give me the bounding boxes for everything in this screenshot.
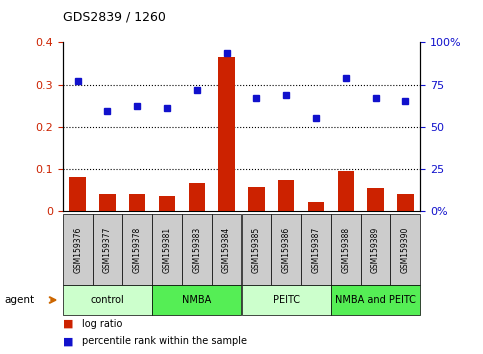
Text: GSM159376: GSM159376 [73,226,82,273]
Bar [122,214,152,285]
Text: GSM159385: GSM159385 [252,227,261,273]
Text: agent: agent [5,295,35,305]
Bar [278,181,294,211]
Text: GSM159381: GSM159381 [163,227,171,273]
Bar [159,196,175,211]
Bar [331,214,361,285]
Bar [271,214,301,285]
Bar [212,214,242,285]
Text: ■: ■ [63,336,73,346]
Bar [182,214,212,285]
Bar [99,194,115,211]
Bar [152,214,182,285]
Bar [129,194,145,211]
Text: log ratio: log ratio [82,319,123,329]
Text: NMBA: NMBA [182,295,212,305]
Text: GSM159377: GSM159377 [103,226,112,273]
Bar [70,177,86,211]
Text: control: control [91,295,124,305]
Text: GSM159389: GSM159389 [371,227,380,273]
Bar [338,171,354,211]
Text: GSM159383: GSM159383 [192,227,201,273]
Bar [368,188,384,211]
Text: GSM159378: GSM159378 [133,227,142,273]
Bar [390,214,420,285]
Text: ■: ■ [63,319,73,329]
Bar [242,285,331,315]
Bar [361,214,390,285]
Text: percentile rank within the sample: percentile rank within the sample [82,336,247,346]
Bar [218,57,235,211]
Text: NMBA and PEITC: NMBA and PEITC [335,295,416,305]
Bar [248,187,265,211]
Text: GDS2839 / 1260: GDS2839 / 1260 [63,10,166,23]
Bar [242,214,271,285]
Bar [63,285,152,315]
Bar [331,285,420,315]
Text: GSM159388: GSM159388 [341,227,350,273]
Bar [301,214,331,285]
Text: GSM159387: GSM159387 [312,227,320,273]
Text: PEITC: PEITC [273,295,299,305]
Text: GSM159384: GSM159384 [222,227,231,273]
Bar [63,214,93,285]
Bar [189,183,205,211]
Text: GSM159386: GSM159386 [282,227,291,273]
Text: GSM159390: GSM159390 [401,226,410,273]
Bar [308,202,324,211]
Bar [152,285,242,315]
Bar [397,194,413,211]
Bar [93,214,122,285]
